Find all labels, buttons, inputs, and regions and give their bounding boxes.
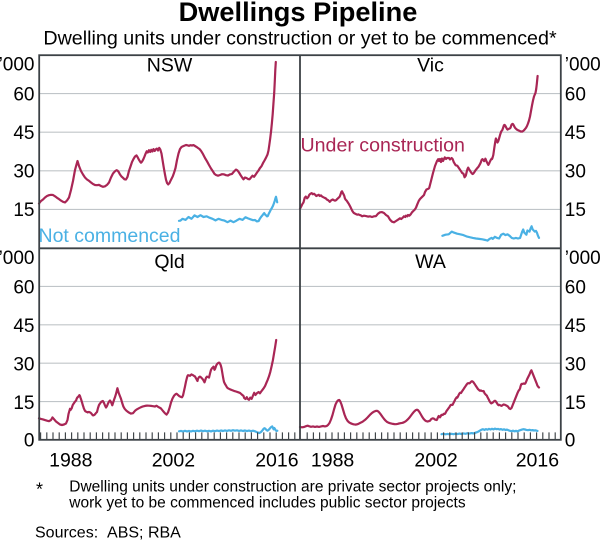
svg-text:WA: WA <box>415 251 446 273</box>
svg-text:1988: 1988 <box>49 450 92 472</box>
svg-text:’000: ’000 <box>0 54 35 75</box>
svg-text:’000: ’000 <box>565 54 600 75</box>
svg-text:15: 15 <box>13 393 34 414</box>
svg-text:30: 30 <box>13 161 34 182</box>
svg-text:work yet to be commenced inclu: work yet to be commenced includes public… <box>68 495 466 512</box>
svg-text:30: 30 <box>565 355 586 376</box>
svg-text:60: 60 <box>13 84 34 105</box>
svg-text:Not commenced: Not commenced <box>39 225 181 247</box>
svg-text:’000: ’000 <box>0 248 35 269</box>
svg-text:15: 15 <box>13 200 34 221</box>
svg-text:2002: 2002 <box>414 450 457 472</box>
svg-text:Dwelling units under construct: Dwelling units under construction or yet… <box>43 28 557 50</box>
svg-text:0: 0 <box>24 430 35 451</box>
svg-text:60: 60 <box>565 84 586 105</box>
svg-text:2016: 2016 <box>516 450 559 472</box>
svg-text:Under construction: Under construction <box>301 135 465 157</box>
svg-text:2016: 2016 <box>255 450 298 472</box>
svg-text:Qld: Qld <box>154 251 184 273</box>
svg-text:0: 0 <box>565 430 576 451</box>
svg-text:NSW: NSW <box>147 55 193 77</box>
svg-text:1988: 1988 <box>311 450 354 472</box>
svg-text:15: 15 <box>565 393 586 414</box>
svg-text:Dwelling units under construct: Dwelling units under construction are pr… <box>69 479 516 496</box>
svg-text:45: 45 <box>565 316 586 337</box>
svg-text:15: 15 <box>565 200 586 221</box>
svg-text:Dwellings Pipeline: Dwellings Pipeline <box>179 0 418 27</box>
svg-text:45: 45 <box>13 123 34 144</box>
svg-text:30: 30 <box>565 161 586 182</box>
svg-text:60: 60 <box>13 278 34 299</box>
svg-text:2002: 2002 <box>152 450 195 472</box>
svg-text:Vic: Vic <box>417 55 444 77</box>
svg-text:’000: ’000 <box>565 248 600 269</box>
svg-text:60: 60 <box>565 278 586 299</box>
svg-text:45: 45 <box>13 316 34 337</box>
svg-text:*: * <box>36 480 43 500</box>
svg-text:45: 45 <box>565 123 586 144</box>
svg-text:Sources: ABS; RBA: Sources: ABS; RBA <box>35 525 181 542</box>
svg-text:30: 30 <box>13 355 34 376</box>
